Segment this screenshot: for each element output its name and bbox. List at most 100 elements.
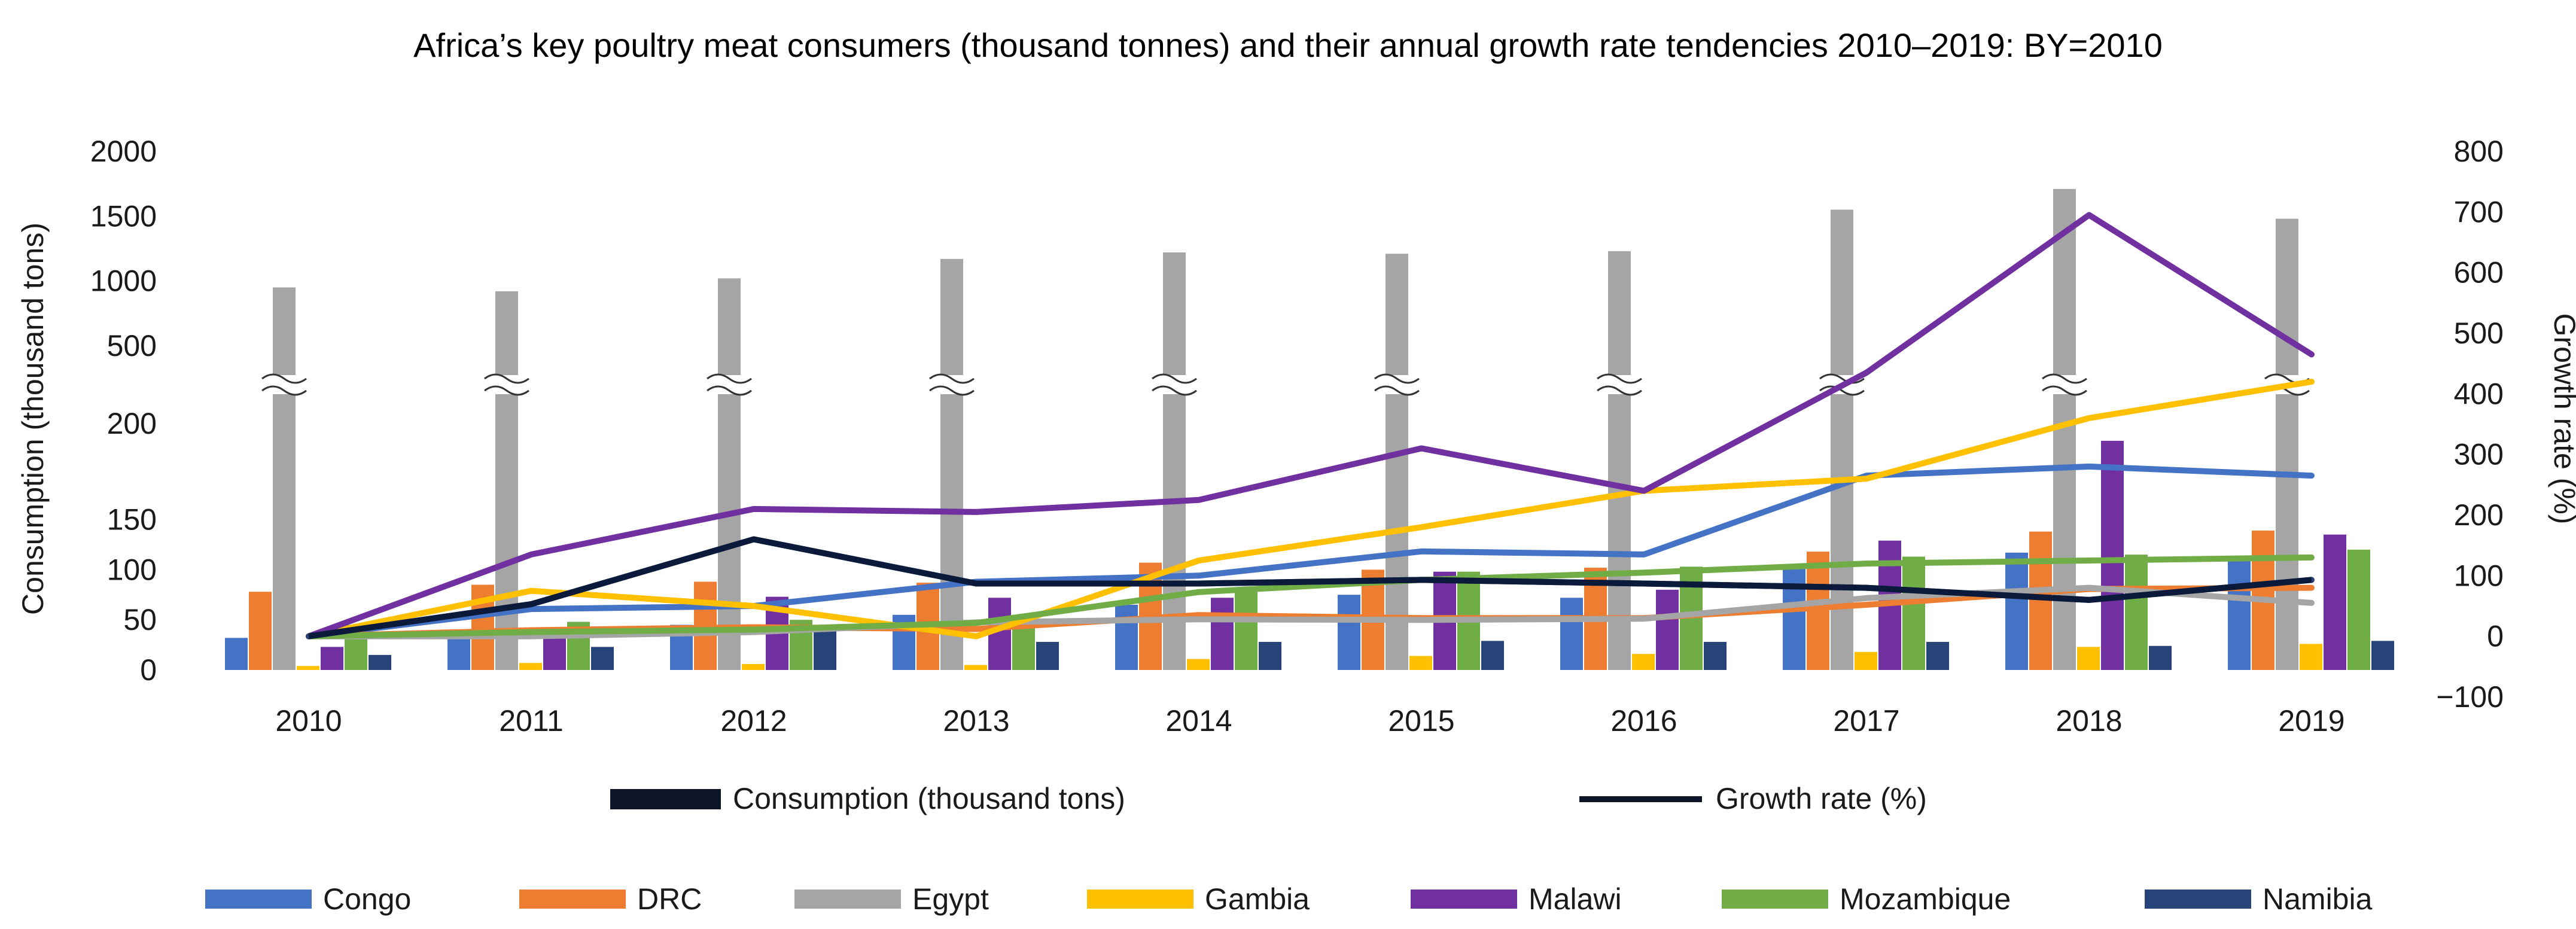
- x-tick-label: 2013: [943, 704, 1009, 738]
- legend-label-mozambique: Mozambique: [1840, 882, 2011, 916]
- legend-swatch: [794, 890, 901, 909]
- consumption-bar: [2276, 218, 2298, 671]
- y-right-tick-label: 500: [2454, 316, 2504, 350]
- y-right-tick-label: 400: [2454, 377, 2504, 410]
- x-tick-label: 2018: [2056, 704, 2122, 738]
- consumption-bar: [1338, 595, 1360, 670]
- consumption-bar: [1656, 589, 1679, 670]
- y-left-tick-label: 50: [123, 603, 157, 636]
- y-right-ticks: −100 0 100 200 300 400 500 600 700 800: [2436, 135, 2504, 714]
- x-tick-label: 2016: [1610, 704, 1677, 738]
- break-wave: [1597, 373, 1642, 384]
- break-wave: [2042, 385, 2087, 396]
- consumption-bar: [2300, 644, 2322, 670]
- consumption-bar: [2005, 552, 2028, 670]
- legend-swatch: [1722, 890, 1828, 909]
- y-left-tick-label: 1000: [90, 264, 157, 298]
- y-right-axis-title: Growth rate (%): [2548, 313, 2576, 525]
- chart-title: Africa’s key poultry meat consumers (tho…: [413, 26, 2163, 64]
- consumption-bar: [1481, 641, 1504, 670]
- x-tick-label: 2012: [720, 704, 787, 738]
- break-wave: [1152, 385, 1197, 396]
- y-right-tick-label: 700: [2454, 195, 2504, 229]
- consumption-bar: [1926, 642, 1949, 670]
- consumption-bar: [1632, 654, 1655, 670]
- break-wave: [484, 385, 529, 396]
- break-wave: [707, 385, 752, 396]
- consumption-bar: [2101, 440, 2124, 670]
- growth-line-malawi: [306, 212, 2315, 639]
- legend-label-gambia: Gambia: [1205, 882, 1310, 916]
- break-wave: [929, 385, 975, 396]
- y-right-tick-label: 100: [2454, 559, 2504, 592]
- growth-lines: [306, 212, 2315, 639]
- consumption-bar: [814, 630, 836, 670]
- consumption-bar: [1704, 642, 1727, 670]
- break-wave: [1819, 373, 1865, 384]
- consumption-bar: [964, 665, 987, 670]
- y-left-tick-label: 100: [107, 553, 157, 586]
- y-right-tick-label: −100: [2436, 680, 2504, 714]
- growth-line-gambia: [306, 379, 2315, 639]
- y-right-tick-label: 600: [2454, 256, 2504, 290]
- y-right-tick-label: 300: [2454, 438, 2504, 471]
- break-wave: [707, 373, 752, 384]
- break-wave: [261, 385, 307, 396]
- break-wave: [1597, 385, 1642, 396]
- consumption-bar: [940, 258, 963, 670]
- consumption-bar: [369, 654, 391, 670]
- consumption-bar: [1560, 598, 1583, 670]
- consumption-bar: [2371, 641, 2394, 670]
- x-tick-label: 2017: [1833, 704, 1899, 738]
- consumption-bar: [1115, 605, 1138, 670]
- x-tick-label: 2011: [499, 704, 564, 738]
- x-tick-label: 2014: [1165, 704, 1232, 738]
- consumption-bar: [1211, 598, 1234, 670]
- consumption-bar: [742, 663, 765, 670]
- break-wave: [484, 373, 529, 384]
- y-left-tick-label: 200: [107, 407, 157, 440]
- growth-line-congo: [306, 463, 2315, 639]
- y-left-tick-label: 1500: [90, 199, 157, 233]
- consumption-bar: [2149, 645, 2172, 670]
- consumption-bar: [2228, 558, 2251, 670]
- y-left-axis-title: Consumption (thousand tons): [16, 223, 50, 615]
- x-tick-label: 2019: [2278, 704, 2344, 738]
- break-wave: [1374, 385, 1420, 396]
- consumption-bar: [249, 592, 272, 670]
- legend-swatch: [205, 890, 312, 909]
- y-left-tick-label: 150: [107, 503, 157, 537]
- consumption-bar: [1235, 592, 1257, 670]
- break-wave: [929, 373, 975, 384]
- break-wave: [1819, 385, 1865, 396]
- consumption-bar: [1386, 254, 1408, 671]
- y-right-tick-label: 200: [2454, 498, 2504, 532]
- consumption-bar: [321, 647, 343, 670]
- legend-consumption-label: Consumption (thousand tons): [733, 782, 1125, 815]
- legend-label-malawi: Malawi: [1528, 882, 1622, 916]
- legend-swatch: [2145, 890, 2251, 909]
- y-right-tick-label: 800: [2454, 135, 2504, 168]
- break-wave: [1152, 373, 1197, 384]
- consumption-bar: [2324, 534, 2346, 670]
- consumption-bar: [273, 287, 296, 670]
- growth-line-mozambique: [306, 554, 2315, 639]
- consumption-bar: [1259, 642, 1281, 670]
- consumption-bar: [2029, 531, 2052, 670]
- break-wave: [2042, 373, 2087, 384]
- legend-types: Consumption (thousand tons) Growth rate …: [610, 782, 1927, 815]
- legend-label-drc: DRC: [637, 882, 702, 916]
- consumption-bar: [1036, 642, 1059, 670]
- break-wave: [261, 373, 307, 384]
- consumption-bar: [519, 663, 542, 670]
- legend-label-egypt: Egypt: [912, 882, 989, 916]
- axis-break-marks: [261, 373, 2310, 396]
- consumption-bar: [1855, 651, 1877, 670]
- consumption-bar: [591, 647, 614, 670]
- consumption-bar: [1409, 656, 1432, 670]
- legend-growth-label: Growth rate (%): [1716, 782, 1927, 815]
- consumption-bar: [225, 638, 248, 670]
- growth-line-namibia-top: [308, 536, 2312, 639]
- y-left-tick-label: 0: [140, 653, 157, 687]
